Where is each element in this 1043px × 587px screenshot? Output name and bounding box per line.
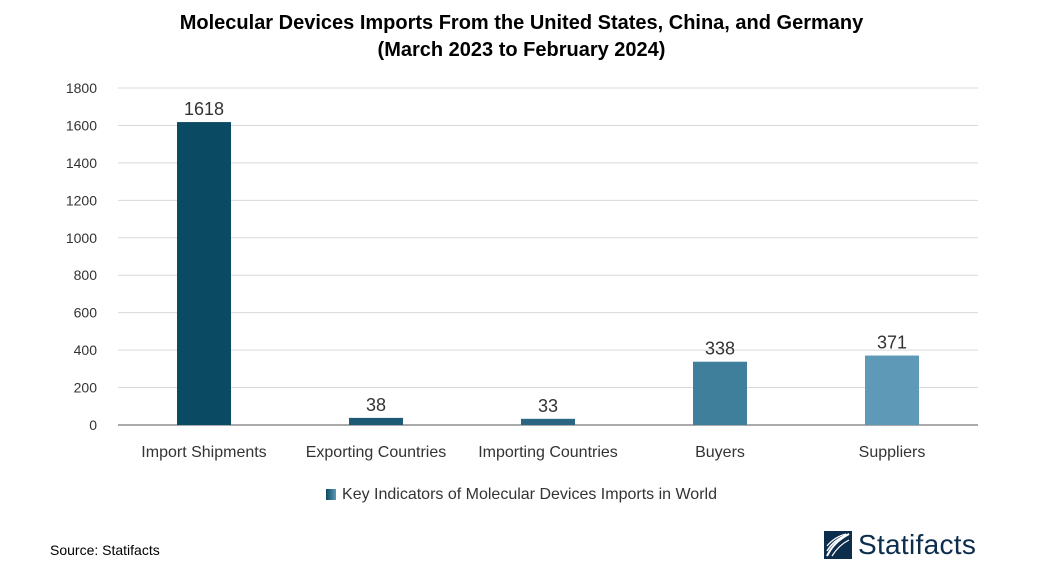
data-label: 371 (877, 333, 907, 353)
chart-title: Molecular Devices Imports From the Unite… (0, 10, 1043, 64)
chart-title-line-2: (March 2023 to February 2024) (377, 39, 666, 61)
data-label: 338 (705, 339, 735, 359)
legend-swatch (326, 489, 337, 500)
bar (693, 361, 747, 425)
bar (177, 122, 231, 425)
x-axis-ticks: Import Shipments Exporting Countries Impor… (141, 444, 925, 461)
y-tick-label: 400 (74, 342, 98, 358)
y-tick-label: 200 (74, 380, 98, 396)
x-tick-label: Suppliers (859, 444, 926, 461)
bar (521, 418, 575, 425)
data-labels: 1618 38 33 338 371 (184, 99, 907, 416)
chart-title-line-1: Molecular Devices Imports From the Unite… (179, 12, 864, 34)
legend-label: Key Indicators of Molecular Devices Impo… (342, 486, 717, 503)
x-tick-label: Buyers (695, 444, 745, 461)
y-tick-label: 1000 (66, 230, 97, 246)
x-tick-label: Exporting Countries (306, 444, 447, 461)
x-tick-label: Importing Countries (478, 444, 618, 461)
y-axis-ticks: 0 200 400 600 800 1000 1200 1400 1600 1800 (66, 80, 97, 433)
y-tick-label: 1600 (66, 117, 97, 133)
y-tick-label: 800 (74, 267, 98, 283)
brand-name: Statifacts (858, 529, 977, 560)
data-label: 38 (366, 395, 386, 415)
source-note: Source: Statifacts (50, 542, 160, 558)
y-tick-label: 1200 (66, 192, 97, 208)
y-tick-label: 1800 (66, 80, 97, 96)
y-tick-label: 1400 (66, 155, 97, 171)
bar (865, 355, 919, 425)
data-label: 1618 (184, 99, 224, 119)
y-tick-label: 0 (89, 417, 97, 433)
data-label: 33 (538, 396, 558, 416)
bars (177, 122, 919, 425)
statifacts-logo-icon (824, 531, 852, 559)
x-tick-label: Import Shipments (141, 444, 266, 461)
legend: Key Indicators of Molecular Devices Impo… (0, 486, 1043, 504)
bar (349, 417, 403, 425)
y-tick-label: 600 (74, 305, 98, 321)
statifacts-logo: Statifacts (824, 528, 976, 562)
gridlines (118, 87, 978, 426)
